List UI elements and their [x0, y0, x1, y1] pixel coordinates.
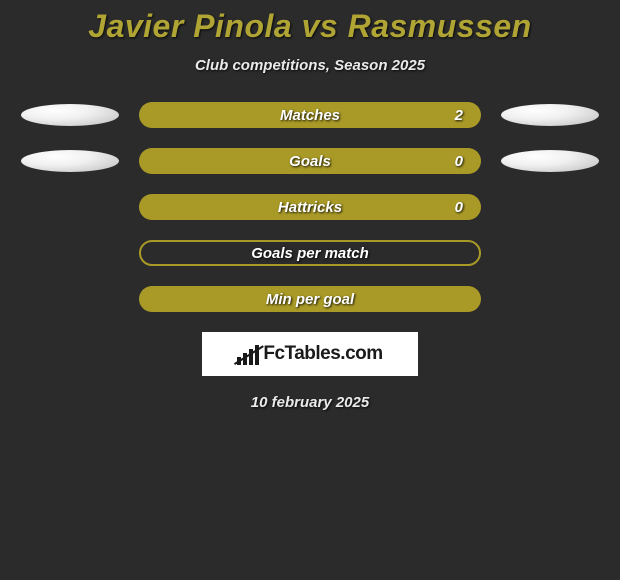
- logo-text: FcTables.com: [263, 343, 382, 365]
- right-ellipse-slot: [501, 286, 599, 312]
- page-subtitle: Club competitions, Season 2025: [0, 57, 620, 74]
- left-ellipse-slot: [21, 148, 119, 174]
- stat-label: Goals per match: [251, 245, 369, 262]
- stat-value: 2: [455, 107, 463, 124]
- stat-bar-goals: Goals 0: [139, 148, 481, 174]
- stat-value: 0: [455, 153, 463, 170]
- stat-row-goals: Goals 0: [0, 148, 620, 174]
- page-title: Javier Pinola vs Rasmussen: [0, 8, 620, 45]
- stat-label: Matches: [280, 107, 340, 124]
- stat-row-goals-per-match: Goals per match: [0, 240, 620, 266]
- left-ellipse: [21, 150, 119, 172]
- stat-row-hattricks: Hattricks 0: [0, 194, 620, 220]
- stat-value: 0: [455, 199, 463, 216]
- stat-row-matches: Matches 2: [0, 102, 620, 128]
- right-ellipse: [501, 104, 599, 126]
- date-text: 10 february 2025: [0, 394, 620, 411]
- left-ellipse-slot: [21, 240, 119, 266]
- stat-bar-matches: Matches 2: [139, 102, 481, 128]
- comparison-container: Javier Pinola vs Rasmussen Club competit…: [0, 0, 620, 411]
- left-ellipse: [21, 104, 119, 126]
- stat-label: Min per goal: [266, 291, 354, 308]
- chart-icon: [237, 343, 259, 365]
- stat-bar-min-per-goal: Min per goal: [139, 286, 481, 312]
- right-ellipse-slot: [501, 148, 599, 174]
- right-ellipse-slot: [501, 194, 599, 220]
- right-ellipse-slot: [501, 102, 599, 128]
- left-ellipse-slot: [21, 194, 119, 220]
- stat-label: Hattricks: [278, 199, 342, 216]
- logo-box[interactable]: FcTables.com: [202, 332, 418, 376]
- stat-label: Goals: [289, 153, 331, 170]
- stat-bar-goals-per-match: Goals per match: [139, 240, 481, 266]
- stat-row-min-per-goal: Min per goal: [0, 286, 620, 312]
- left-ellipse-slot: [21, 102, 119, 128]
- stat-bar-hattricks: Hattricks 0: [139, 194, 481, 220]
- right-ellipse: [501, 150, 599, 172]
- left-ellipse-slot: [21, 286, 119, 312]
- right-ellipse-slot: [501, 240, 599, 266]
